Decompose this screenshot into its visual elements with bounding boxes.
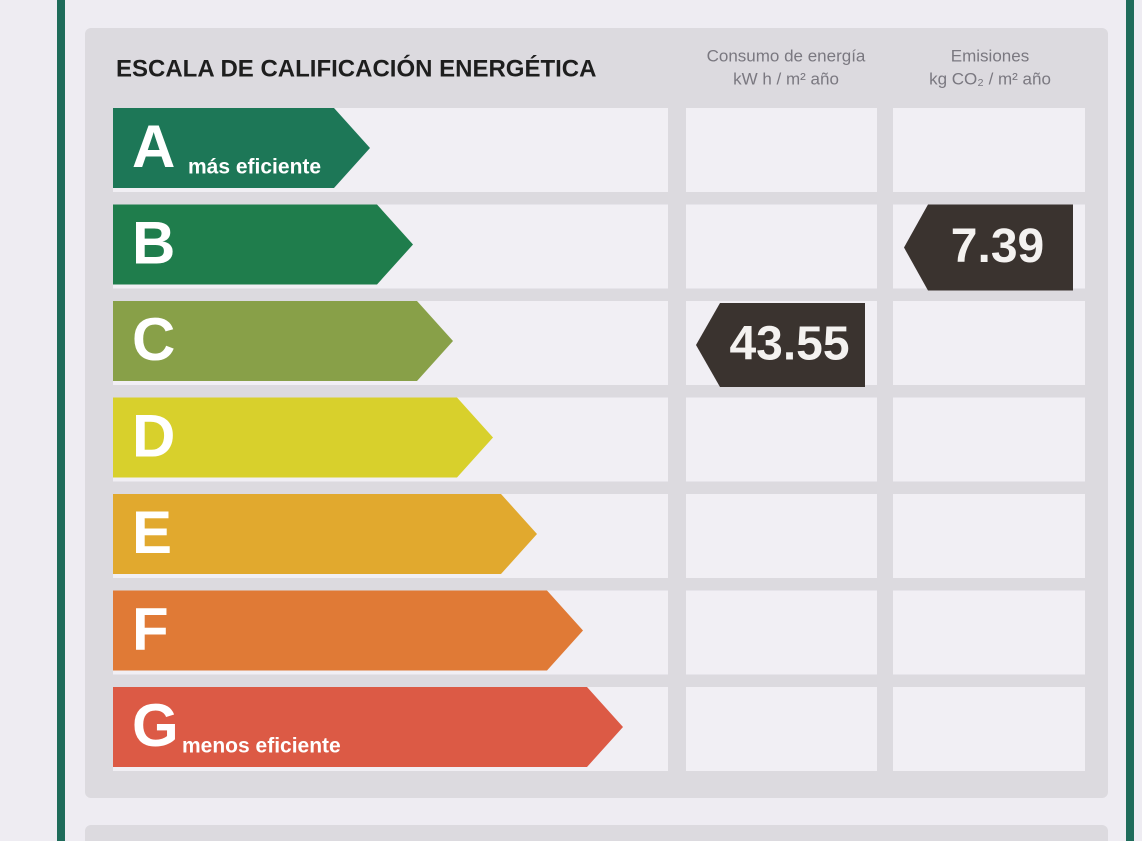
column-title: Consumo de energía bbox=[707, 46, 866, 65]
row-cell bbox=[686, 204, 877, 289]
rating-letter: F bbox=[132, 595, 169, 662]
column-unit: kg CO₂ / m² año bbox=[929, 69, 1051, 88]
rating-letter: B bbox=[132, 209, 175, 276]
rating-letter: C bbox=[132, 306, 175, 373]
rating-arrow bbox=[113, 687, 623, 767]
value-text: 7.39 bbox=[951, 220, 1044, 273]
row-cell bbox=[686, 687, 877, 771]
row-cell bbox=[686, 590, 877, 675]
rating-letter: G bbox=[132, 692, 179, 759]
border-right bbox=[1126, 0, 1134, 841]
rating-arrow bbox=[113, 397, 493, 478]
title: ESCALA DE CALIFICACIÓN ENERGÉTICA bbox=[116, 54, 596, 82]
rating-arrow bbox=[113, 301, 453, 381]
rating-arrow bbox=[113, 108, 370, 188]
row-cell bbox=[686, 397, 877, 482]
column-title: Emisiones bbox=[951, 46, 1029, 65]
row-cell bbox=[893, 397, 1085, 482]
rating-letter: E bbox=[132, 499, 172, 566]
column-unit: kW h / m² año bbox=[733, 69, 839, 88]
row-cell bbox=[893, 494, 1085, 578]
value-marker bbox=[696, 303, 865, 387]
row-cell bbox=[893, 590, 1085, 675]
rating-letter: A bbox=[132, 113, 175, 180]
rating-arrow bbox=[113, 494, 537, 574]
rating-arrow bbox=[113, 204, 413, 285]
row-cell bbox=[893, 301, 1085, 385]
rating-note: más eficiente bbox=[188, 156, 321, 179]
rating-note: menos eficiente bbox=[182, 735, 341, 758]
value-marker bbox=[904, 204, 1073, 291]
rating-arrow bbox=[113, 590, 583, 671]
row-cell bbox=[686, 108, 877, 192]
border-left bbox=[57, 0, 65, 841]
rating-letter: D bbox=[132, 402, 175, 469]
row-cell bbox=[686, 494, 877, 578]
row-cell bbox=[893, 108, 1085, 192]
row-cell bbox=[893, 687, 1085, 771]
next-panel bbox=[85, 825, 1108, 841]
value-text: 43.55 bbox=[729, 318, 849, 371]
